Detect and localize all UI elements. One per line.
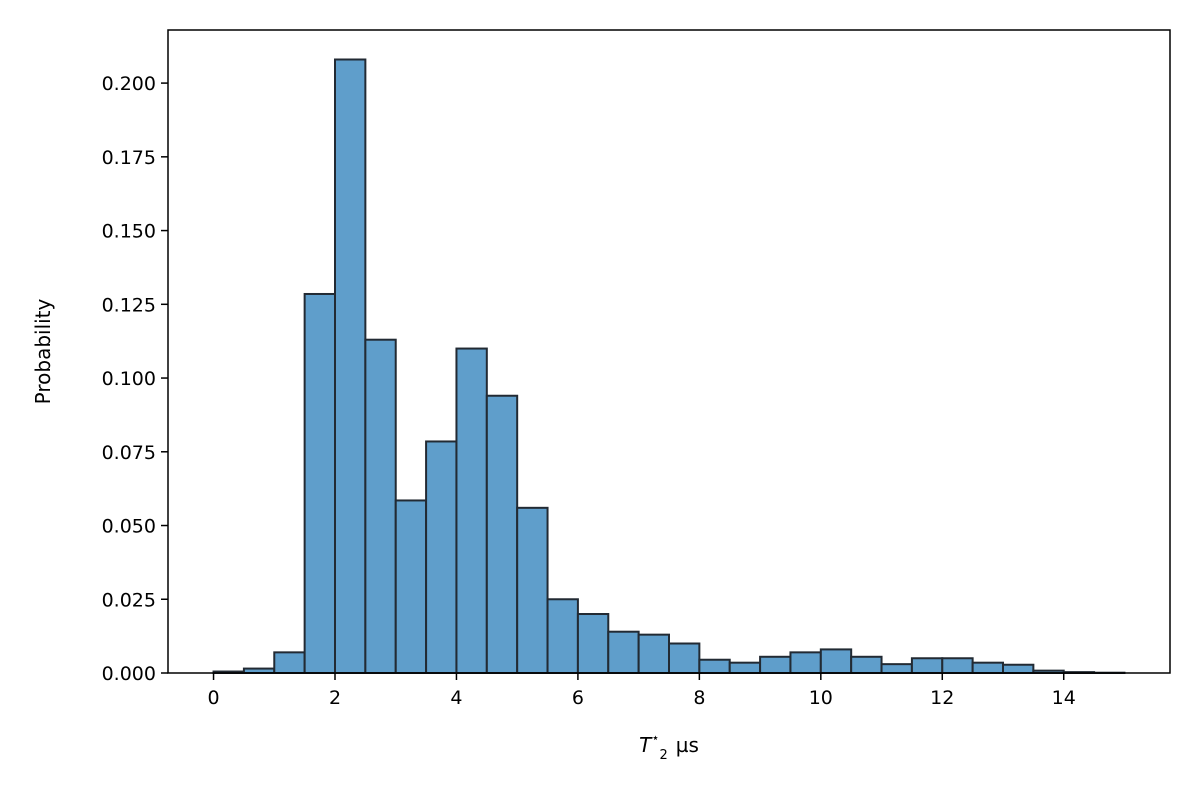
y-tick-label: 0.000 [102,663,156,685]
histogram-bar [971,661,1004,675]
histogram-bar [789,651,822,674]
histogram-bar [455,347,488,674]
histogram-bar [303,292,336,674]
x-tick-label: 6 [572,687,584,709]
histogram-bar [819,648,853,675]
x-tick-label: 14 [1052,687,1076,709]
y-tick-label: 0.200 [102,73,156,95]
y-tick-label: 0.075 [102,442,156,464]
histogram-bar [364,338,397,674]
x-axis-label: T⋆2 µs [639,731,699,763]
histogram-bar [759,655,792,675]
histogram-bar [334,58,367,674]
x-tick-label: 10 [809,687,833,709]
histogram-bar [546,598,579,675]
y-tick-label: 0.150 [102,221,156,243]
x-tick-label: 2 [329,687,341,709]
y-tick-label: 0.050 [102,516,156,538]
histogram-bar [394,499,428,675]
y-axis-label: Probability [31,298,55,404]
y-tick-label: 0.125 [102,294,156,316]
histogram-bar [698,658,731,674]
histogram-bar [1002,663,1035,674]
y-axis-ticks: 0.000 0.025 0.050 0.075 0.100 0.125 0.150 0.175… [102,73,168,685]
x-tick-label: 8 [693,687,705,709]
x-tick-label: 12 [930,687,954,709]
histogram-bar [485,394,519,674]
y-tick-label: 0.100 [102,368,156,390]
histogram-bar [576,613,610,674]
histogram-bar [941,657,974,675]
histogram-bar [607,630,640,674]
histogram-bars [212,58,1126,675]
histogram-bar [425,440,458,674]
histogram-bar [273,651,306,674]
histogram-bar [850,655,883,675]
histogram-bar [910,657,944,675]
histogram-bar [668,642,701,674]
histogram-bar [637,633,670,674]
histogram-bar [728,661,762,675]
x-tick-label: 0 [207,687,219,709]
histogram-bar [516,506,549,674]
y-tick-label: 0.175 [102,147,156,169]
x-axis-ticks: 0 2 4 6 8 10 12 14 [207,673,1076,709]
histogram-bar [880,663,913,674]
y-tick-label: 0.025 [102,589,156,611]
x-tick-label: 4 [450,687,462,709]
plot-frame [167,29,1171,674]
